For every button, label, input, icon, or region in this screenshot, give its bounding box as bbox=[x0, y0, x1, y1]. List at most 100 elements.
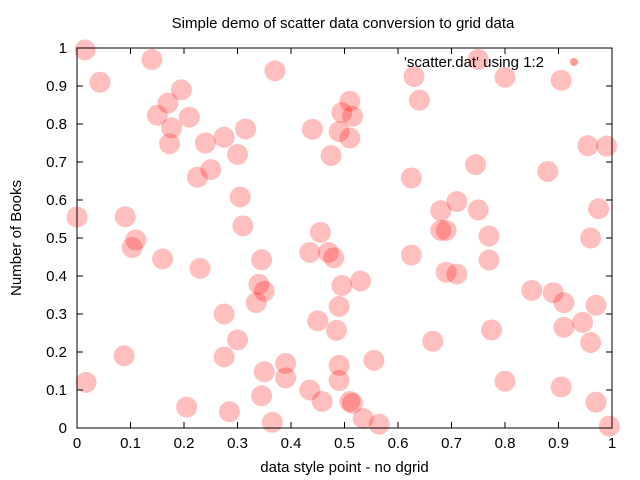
legend: 'scatter.dat' using 1:2 bbox=[404, 54, 578, 71]
data-point bbox=[328, 295, 350, 317]
y-tick-label: 0.6 bbox=[46, 192, 67, 209]
data-point bbox=[478, 225, 500, 247]
data-point bbox=[176, 396, 198, 418]
data-point bbox=[537, 161, 559, 182]
data-point bbox=[553, 292, 575, 314]
data-point bbox=[317, 241, 339, 263]
y-tick-label: 0.4 bbox=[46, 268, 67, 285]
data-point bbox=[157, 92, 179, 114]
data-point bbox=[328, 354, 350, 376]
data-point bbox=[430, 219, 452, 241]
data-point bbox=[178, 106, 200, 128]
data-point bbox=[588, 198, 610, 220]
x-tick-label: 0.8 bbox=[495, 435, 516, 452]
data-point bbox=[125, 229, 147, 251]
legend-marker bbox=[570, 58, 578, 66]
axis-ticks: 0 0.1 0.2 0.3 0.4 0.5 0.6 0.7 0.8 0.9 1 0 0.1 0.2 0.3 0… bbox=[46, 40, 616, 452]
data-point bbox=[403, 66, 425, 87]
data-point bbox=[307, 310, 329, 332]
data-point bbox=[325, 319, 347, 341]
data-point bbox=[328, 121, 350, 143]
data-point bbox=[596, 135, 618, 157]
data-point bbox=[350, 270, 372, 292]
y-tick-label: 0.2 bbox=[46, 344, 67, 361]
data-point bbox=[253, 361, 275, 383]
x-tick-label: 0.4 bbox=[281, 435, 302, 452]
data-point bbox=[75, 371, 97, 393]
data-point bbox=[339, 90, 361, 112]
data-point bbox=[113, 345, 135, 367]
data-point bbox=[213, 303, 235, 325]
data-point bbox=[580, 332, 602, 353]
data-point bbox=[446, 263, 468, 285]
data-point bbox=[323, 247, 345, 269]
y-tick-label: 0 bbox=[59, 420, 67, 437]
data-point bbox=[311, 390, 333, 412]
data-point bbox=[572, 311, 594, 333]
data-point bbox=[89, 71, 111, 93]
data-point bbox=[227, 329, 248, 351]
x-axis-label: data style point - no dgrid bbox=[260, 459, 428, 476]
data-point bbox=[422, 330, 444, 352]
data-point bbox=[430, 200, 452, 222]
data-point bbox=[261, 411, 283, 433]
x-tick-label: 0 bbox=[73, 435, 81, 452]
data-point bbox=[585, 294, 607, 316]
scatter-points bbox=[66, 39, 620, 437]
y-tick-label: 0.5 bbox=[46, 230, 67, 247]
data-point bbox=[435, 219, 457, 241]
data-point bbox=[152, 248, 174, 270]
legend-label: 'scatter.dat' using 1:2 bbox=[404, 54, 544, 71]
data-point bbox=[229, 186, 251, 208]
data-point bbox=[227, 143, 248, 165]
x-tick-label: 0.7 bbox=[441, 435, 462, 452]
data-point bbox=[248, 273, 270, 295]
data-point bbox=[580, 227, 602, 249]
data-point bbox=[494, 370, 516, 392]
data-point bbox=[408, 89, 430, 111]
data-point bbox=[342, 392, 364, 414]
data-point bbox=[400, 167, 422, 189]
x-tick-label: 1 bbox=[608, 435, 616, 452]
data-point bbox=[465, 154, 487, 176]
y-tick-label: 0.9 bbox=[46, 78, 67, 95]
data-point bbox=[275, 367, 297, 389]
x-tick-label: 0.2 bbox=[174, 435, 195, 452]
data-point bbox=[467, 48, 489, 70]
y-tick-label: 0.7 bbox=[46, 154, 67, 171]
data-point bbox=[159, 133, 181, 155]
data-point bbox=[542, 282, 564, 304]
x-tick-label: 0.6 bbox=[388, 435, 409, 452]
data-point bbox=[363, 349, 385, 371]
data-point bbox=[299, 379, 321, 401]
data-point bbox=[74, 39, 96, 61]
data-point bbox=[331, 275, 353, 296]
data-point bbox=[585, 391, 607, 413]
data-point bbox=[577, 135, 599, 157]
data-point bbox=[218, 401, 240, 423]
data-point bbox=[352, 408, 374, 429]
data-point bbox=[264, 60, 286, 82]
y-tick-label: 0.1 bbox=[46, 382, 67, 399]
y-tick-label: 0.3 bbox=[46, 306, 67, 323]
data-point bbox=[146, 104, 168, 126]
data-point bbox=[114, 206, 136, 228]
data-point bbox=[213, 126, 235, 148]
chart-title: Simple demo of scatter data conversion t… bbox=[172, 15, 515, 32]
data-point bbox=[309, 221, 331, 243]
data-point bbox=[598, 415, 620, 437]
data-point bbox=[481, 319, 503, 341]
x-tick-label: 0.5 bbox=[334, 435, 355, 452]
data-point bbox=[478, 249, 500, 271]
data-point bbox=[435, 261, 457, 283]
data-point bbox=[121, 237, 143, 258]
data-point bbox=[339, 390, 361, 412]
data-point bbox=[467, 199, 489, 221]
data-point bbox=[213, 346, 235, 368]
data-point bbox=[328, 370, 350, 391]
data-point bbox=[251, 385, 273, 407]
data-point bbox=[253, 280, 275, 302]
x-tick-label: 0.9 bbox=[548, 435, 569, 452]
data-point bbox=[186, 166, 208, 188]
